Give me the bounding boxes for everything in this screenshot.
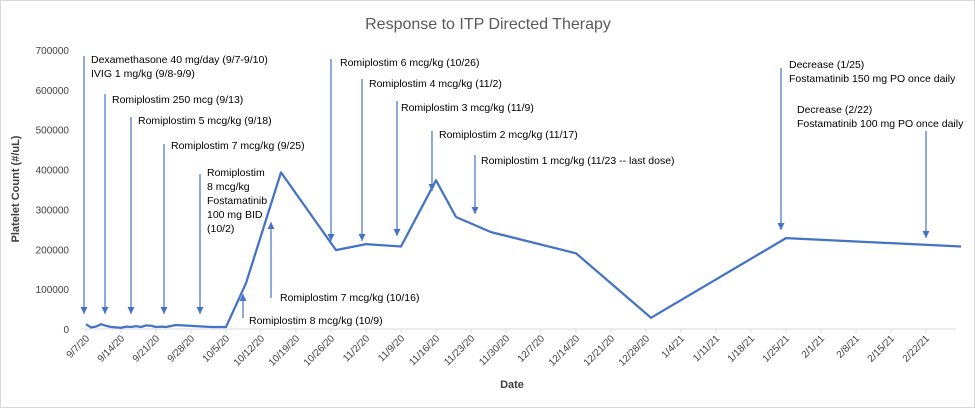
annotation-arrow-head	[358, 234, 366, 241]
annotation-arrow-head	[922, 231, 930, 238]
annotation-text: 8 mcg/kg	[207, 181, 250, 193]
annotation: Decrease (1/25) Fostamatinib 150 mg PO on…	[777, 59, 956, 230]
annotation-text: Fostamatinib	[207, 195, 267, 207]
x-tick-label: 9/28/20	[166, 333, 198, 365]
annotation-text: Romiplostim 3 mcg/kg (11/9)	[401, 102, 534, 114]
annotation-text: Romiplostim 250 mcg (9/13)	[112, 94, 243, 106]
annotation: Romiplostim 7 mcg/kg (10/16)	[267, 222, 419, 304]
annotation: Romiplostim 5 mcg/kg (9/18)	[127, 115, 272, 314]
x-tick-label: 2/1/21	[800, 333, 828, 361]
annotation: Dexamethasone 40 mg/day (9/7-9/10) IVIG 1…	[80, 54, 268, 314]
annotation: Romiplostim 8 mcg/kg Fostamatinib 100 mg BI…	[196, 167, 267, 314]
x-tick-label: 1/18/21	[726, 333, 758, 365]
x-tick-label: 9/14/20	[96, 333, 128, 365]
y-axis-title: Platelet Count (#/uL)	[10, 135, 22, 242]
annotation-arrow-head	[267, 222, 275, 229]
annotation-text: Romiplostim 7 mcg/kg (10/16)	[280, 292, 419, 304]
x-axis-title: Date	[500, 379, 524, 391]
x-tick-label: 11/23/20	[442, 333, 477, 368]
x-tick-label: 10/5/20	[201, 333, 233, 365]
annotation-text: Romiplostim 4 mcg/kg (11/2)	[369, 78, 502, 90]
x-tick-label: 10/12/20	[232, 333, 268, 369]
x-tick-label: 12/14/20	[547, 333, 583, 369]
x-tick-label: 10/26/20	[302, 333, 338, 369]
annotation-layer: Dexamethasone 40 mg/day (9/7-9/10) IVIG 1…	[80, 54, 964, 327]
annotation-text: Romiplostim	[207, 167, 265, 179]
annotation-text: Fostamatinib 100 mg PO once daily	[797, 118, 964, 130]
y-tick-label: 400000	[36, 166, 70, 177]
annotation-arrow-head	[428, 184, 436, 191]
x-tick-label: 9/7/20	[65, 333, 93, 361]
x-tick-label: 12/28/20	[617, 333, 653, 369]
x-tick-label: 2/8/21	[835, 333, 863, 361]
annotation-text: Romiplostim 6 mcg/kg (10/26)	[340, 57, 479, 69]
annotation-arrow-head	[327, 234, 335, 241]
x-tick-label: 2/22/21	[901, 333, 933, 365]
annotation-text: Romiplostim 2 mcg/kg (11/17)	[439, 129, 578, 141]
y-tick-label: 100000	[36, 285, 70, 296]
annotation-arrow-head	[127, 307, 135, 314]
annotation: Romiplostim 250 mcg (9/13)	[101, 94, 243, 314]
annotation-text: Decrease (2/22)	[797, 104, 872, 116]
annotation: Romiplostim 3 mcg/kg (11/9)	[393, 101, 534, 236]
series-layer	[85, 171, 962, 329]
annotation: Romiplostim 6 mcg/kg (10/26)	[327, 57, 479, 241]
x-tick-label: 11/16/20	[407, 333, 442, 368]
annotation-arrow-head	[777, 223, 785, 230]
annotation-text: Decrease (1/25)	[789, 59, 864, 71]
y-tick-label: 700000	[36, 46, 70, 57]
y-tick-label: 0	[63, 325, 69, 336]
annotation-text: Romiplostim 5 mcg/kg (9/18)	[138, 115, 272, 127]
y-tick-label: 600000	[36, 86, 70, 97]
annotation-text: Dexamethasone 40 mg/day (9/7-9/10)	[91, 54, 268, 66]
y-tick-label: 200000	[36, 245, 70, 256]
annotation-arrow-head	[471, 207, 479, 214]
x-tick-label: 12/21/20	[582, 333, 618, 369]
x-tick-label: 1/11/21	[691, 333, 722, 364]
annotation: Romiplostim 2 mcg/kg (11/17)	[428, 129, 578, 191]
annotation-text: (10/2)	[207, 223, 234, 235]
annotation: Romiplostim 7 mcg/kg (9/25)	[160, 140, 305, 314]
annotation-arrow-head	[80, 307, 88, 314]
x-tick-label: 11/30/20	[477, 333, 512, 368]
annotation-text: Romiplostim 8 mcg/kg (10/9)	[249, 315, 383, 327]
x-tick-label: 12/7/20	[516, 333, 548, 365]
x-tick-label: 2/15/21	[866, 333, 898, 365]
annotation: Romiplostim 4 mcg/kg (11/2)	[358, 78, 502, 241]
annotation-arrow-head	[239, 294, 247, 301]
annotation-text: Fostamatinib 150 mg PO once daily	[789, 73, 956, 85]
x-tick-label: 11/2/20	[341, 333, 372, 364]
annotation-arrow-head	[101, 307, 109, 314]
annotation-arrow-head	[160, 307, 168, 314]
x-tick-label: 1/25/21	[761, 333, 793, 365]
x-tick-label: 9/21/20	[131, 333, 163, 365]
annotation-text: Romiplostim 1 mcg/kg (11/23 -- last dose…	[481, 155, 675, 167]
annotation-text: Romiplostim 7 mcg/kg (9/25)	[171, 140, 305, 152]
annotation-text: IVIG 1 mg/kg (9/8-9/9)	[91, 68, 195, 80]
annotation-text: 100 mg BID	[207, 209, 263, 221]
annotation-arrow-head	[393, 229, 401, 236]
y-tick-label: 500000	[36, 126, 70, 137]
x-tick-label: 10/19/20	[267, 333, 303, 369]
platelet-series-line	[85, 171, 962, 329]
chart-title: Response to ITP Directed Therapy	[365, 16, 611, 33]
annotation: Romiplostim 8 mcg/kg (10/9)	[239, 294, 383, 327]
y-tick-label: 300000	[36, 205, 70, 216]
x-tick-label: 11/9/20	[376, 333, 407, 364]
annotation-arrow-head	[196, 307, 204, 314]
x-tick-label: 1/4/21	[660, 333, 688, 361]
annotation: Decrease (2/22) Fostamatinib 100 mg PO on…	[797, 104, 964, 238]
annotation: Romiplostim 1 mcg/kg (11/23 -- last dose…	[471, 155, 675, 214]
